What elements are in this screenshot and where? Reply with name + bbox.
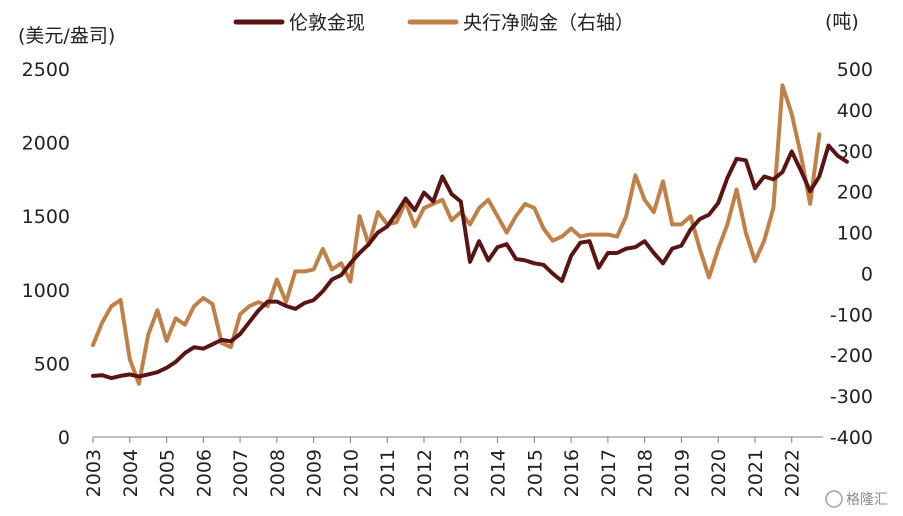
x-tick-label: 2006 [193, 449, 215, 497]
series-line-central-bank [91, 83, 822, 386]
x-tick-label: 2010 [340, 449, 362, 497]
right-axis-tick-label: 400 [837, 100, 873, 122]
right-axis-unit: (吨) [825, 11, 859, 33]
legend-label-central-bank: 央行净购金（右轴） [463, 12, 634, 34]
watermark-logo-icon [825, 490, 843, 508]
right-axis-tick-label: 100 [837, 223, 873, 245]
right-axis-tick-label: 0 [861, 263, 873, 285]
right-axis-tick-label: 300 [837, 141, 873, 163]
left-axis-unit: (美元/盎司) [18, 25, 115, 47]
left-axis-tick-label: 2000 [22, 133, 70, 155]
left-axis-tick-label: 0 [58, 427, 70, 449]
x-tick-label: 2011 [377, 449, 399, 497]
x-tick-label: 2005 [157, 449, 179, 497]
right-axis-tick-label: 500 [837, 59, 873, 81]
x-tick-label: 2003 [83, 449, 105, 497]
right-axis-ticks: -400 -300 -200 -100 0 100 200 300 400 500 [830, 59, 873, 449]
x-tick-label: 2020 [708, 449, 730, 497]
x-tick-label: 2015 [524, 449, 546, 497]
x-tick-label: 2009 [304, 449, 326, 497]
x-tick-label: 2016 [561, 449, 583, 497]
right-axis-tick-label: -400 [830, 427, 873, 449]
watermark: 格隆汇 [825, 490, 888, 508]
left-axis-tick-label: 2500 [22, 59, 70, 81]
series-line-london-gold [91, 143, 849, 381]
left-axis-ticks: 0 500 1000 1500 2000 2500 [22, 59, 70, 449]
plot-series [91, 83, 849, 386]
x-tick-label: 2004 [120, 449, 142, 497]
x-tick-label: 2013 [451, 449, 473, 497]
legend-label-london-gold: 伦敦金现 [289, 12, 365, 34]
legend: 伦敦金现 央行净购金（右轴） [233, 12, 634, 34]
x-tick-label: 2021 [745, 449, 767, 497]
x-tick-label: 2017 [598, 449, 620, 497]
right-axis-tick-label: -200 [830, 345, 873, 367]
left-axis-tick-label: 1000 [22, 280, 70, 302]
x-tick-label: 2012 [414, 449, 436, 497]
x-tick-label: 2008 [267, 449, 289, 497]
x-tick-label: 2022 [782, 449, 804, 497]
watermark-text: 格隆汇 [846, 492, 888, 508]
left-axis-tick-label: 500 [34, 353, 70, 375]
x-tick-label: 2019 [671, 449, 693, 497]
right-axis-tick-label: -300 [830, 386, 873, 408]
x-tick-label: 2018 [635, 449, 657, 497]
x-tick-label: 2007 [230, 449, 252, 497]
left-axis-tick-label: 1500 [22, 206, 70, 228]
right-axis-tick-label: -100 [830, 304, 873, 326]
x-axis-ticks: 2003 2004 2005 2006 2007 2008 2009 2010 2011 2012… [83, 437, 804, 497]
x-tick-label: 2014 [488, 449, 510, 497]
right-axis-tick-label: 200 [837, 182, 873, 204]
